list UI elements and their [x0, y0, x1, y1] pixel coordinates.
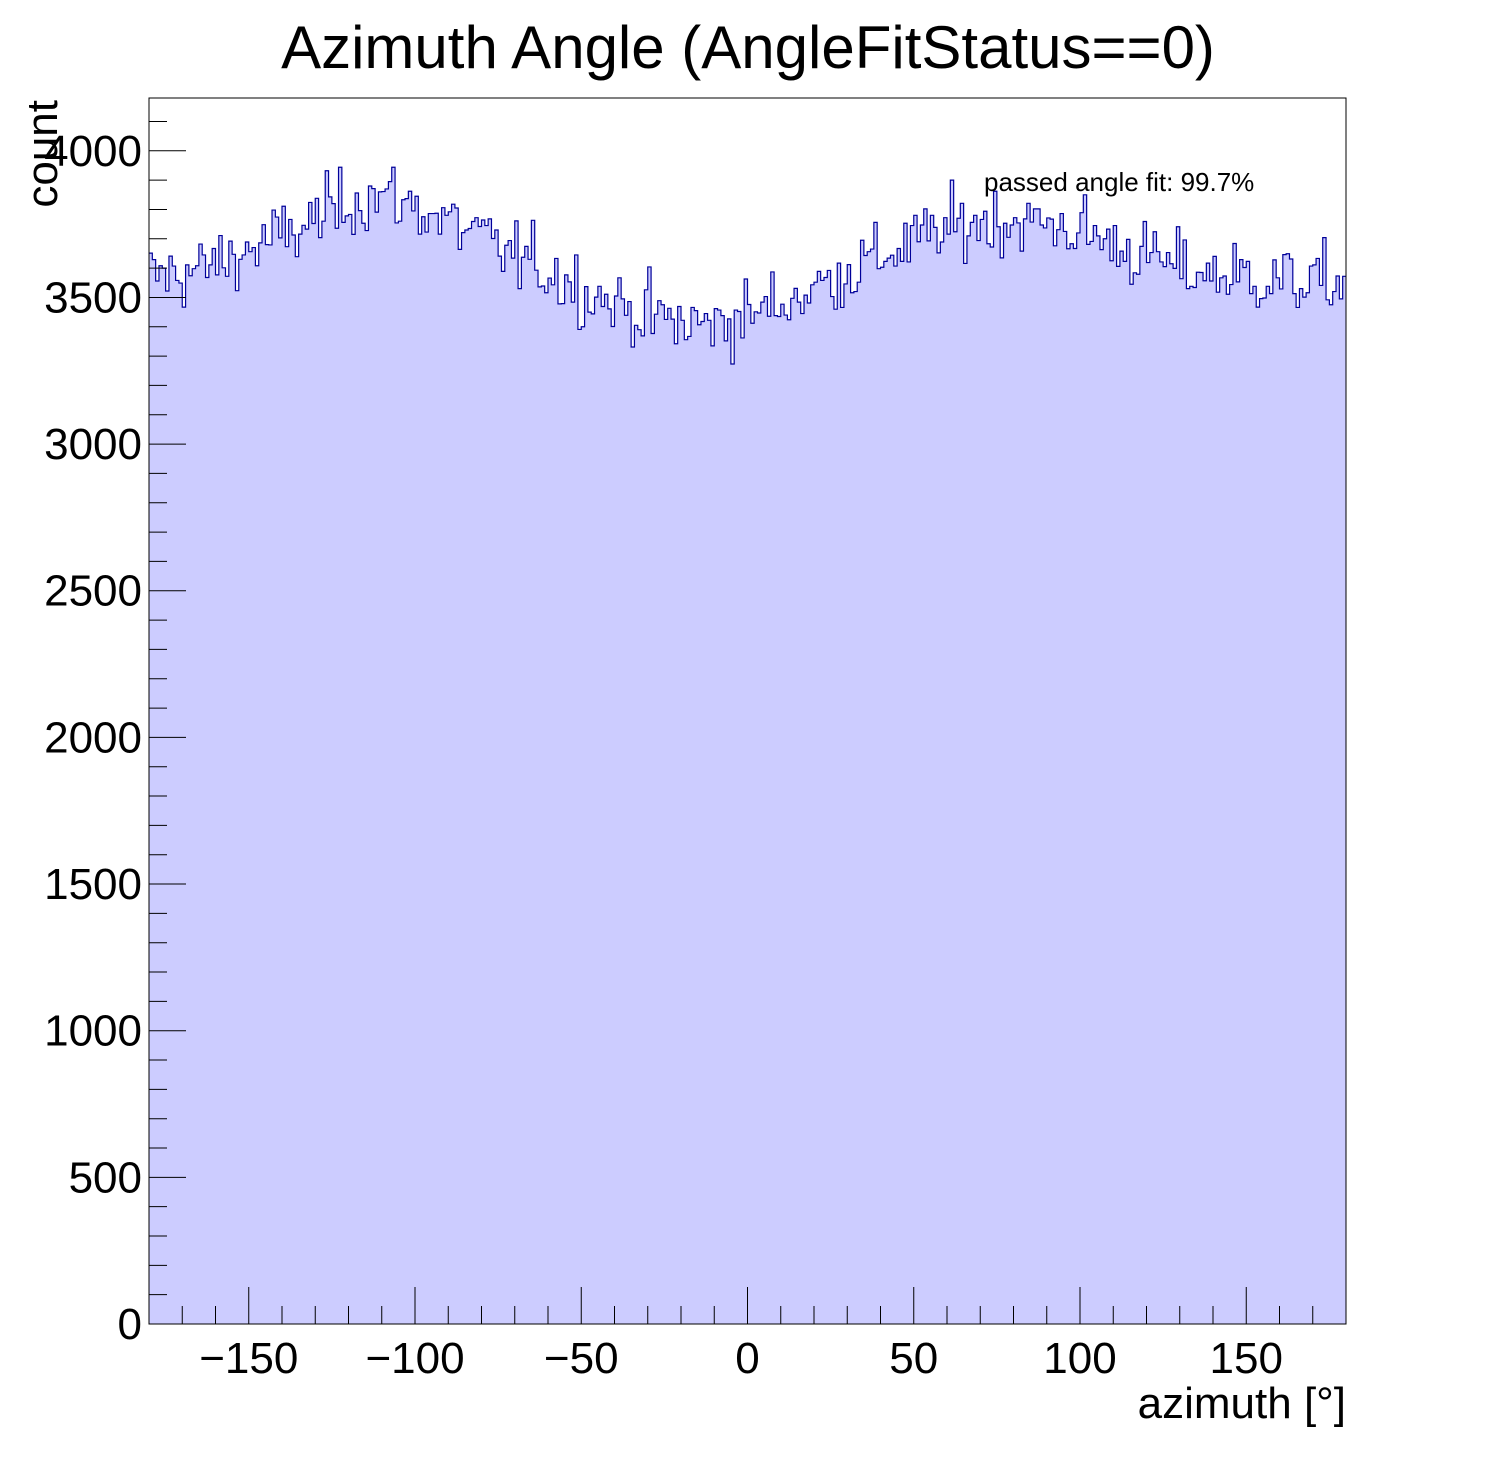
y-tick-label: 500	[69, 1153, 142, 1202]
histogram-outline	[149, 166, 1346, 365]
x-tick-label: 0	[735, 1334, 759, 1383]
y-tick-label: 1000	[44, 1007, 142, 1056]
x-tick-label: 150	[1210, 1334, 1283, 1383]
y-tick-label: 3000	[44, 420, 142, 469]
y-tick-label: 4000	[44, 127, 142, 176]
annotation-text: passed angle fit: 99.7%	[984, 167, 1254, 197]
x-tick-label: −50	[544, 1334, 619, 1383]
x-axis-label: azimuth [°]	[1138, 1379, 1346, 1428]
x-tick-label: 50	[889, 1334, 938, 1383]
y-tick-label: 2000	[44, 713, 142, 762]
y-tick-label: 2500	[44, 567, 142, 616]
y-axis: 0 500 1000 1500 2000 2500 3000 3500 4000	[44, 120, 186, 1349]
y-axis-label: count	[18, 100, 67, 208]
x-tick-label: 100	[1043, 1334, 1116, 1383]
y-tick-label: 0	[118, 1300, 142, 1349]
y-tick-label: 1500	[44, 860, 142, 909]
histogram-layer	[149, 166, 1346, 1325]
y-tick-label: 3500	[44, 273, 142, 322]
x-tick-label: −150	[199, 1334, 298, 1383]
x-axis: −150 −100 −50 0 50 100 150	[181, 1287, 1314, 1383]
chart-title: Azimuth Angle (AngleFitStatus==0)	[281, 14, 1215, 81]
histogram-fill	[149, 167, 1346, 1325]
x-tick-label: −100	[365, 1334, 464, 1383]
